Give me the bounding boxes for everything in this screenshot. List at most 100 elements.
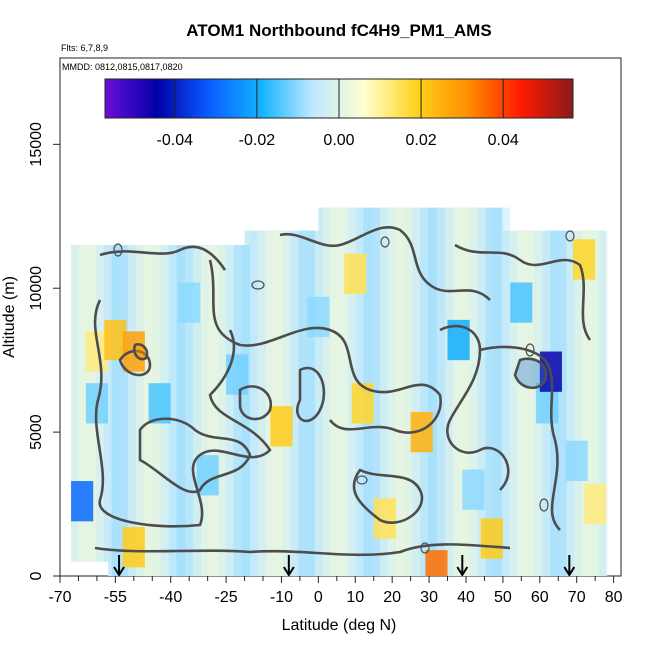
heatmap-cell [178,282,201,323]
heatmap-cell [270,406,293,447]
heatmap-band [501,207,511,576]
heatmap-cell [104,319,127,361]
heatmap-cell [148,383,171,424]
x-tick-label: 80 [605,589,623,606]
contour-line [352,468,424,524]
colorbar-tick-label: 0.04 [488,132,519,149]
contour-line [296,366,326,423]
heatmap-band [420,207,429,576]
heatmap-band [225,245,234,576]
heatmap-band [274,230,283,576]
contour-line [118,349,152,377]
flight-arrow-head [282,566,295,577]
flight-arrows [113,555,576,577]
heatmap-band [412,207,421,576]
flight-arrow-head [563,566,576,577]
colorbar-tick-label: -0.04 [157,132,194,149]
heatmap-band [127,245,137,576]
heatmap-band [525,230,535,576]
contour-line [356,475,368,485]
contour-line [439,324,510,491]
x-tick-label: -55 [104,589,127,606]
heatmap-band [558,230,567,576]
heatmap-band [144,245,153,576]
heatmap-cell [480,518,503,559]
contour-line [113,243,123,257]
heatmap-band [566,230,575,576]
heatmap-band [209,245,218,576]
contour-line [138,417,252,494]
heatmap-band [176,245,186,576]
heatmap-band [460,207,470,576]
contour-line [94,543,511,557]
heatmap-band [339,207,348,576]
x-tick-label: 70 [568,589,586,606]
contour-line [479,345,561,531]
heatmap-band [477,207,486,576]
heatmap-cell [71,481,94,522]
contour-line [565,230,575,242]
flight-arrow-head [456,566,469,577]
heatmap-band [436,207,446,576]
y-tick-label: 0 [28,571,45,580]
x-tick-label: 10 [346,589,364,606]
colorbar-tick-label: 0.02 [406,132,437,149]
heatmap-band [574,230,584,576]
heatmap-band [217,245,226,576]
heatmap-cell [462,469,485,510]
dates-label: MMDD: 0812,0815,0817,0820 [62,62,183,72]
x-tick-label: 20 [383,589,401,606]
heatmap-band [517,230,527,576]
x-tick-label: -70 [48,589,71,606]
heatmap-cell [447,319,470,361]
heatmap-cell [344,253,367,294]
x-tick-label: 40 [457,589,475,606]
heatmap-cell [573,239,596,280]
heatmap-cell [510,282,533,323]
contour-line [133,343,149,361]
heatmap-band [452,207,462,576]
y-tick-label: 10000 [28,266,45,311]
heatmap-band [249,230,259,576]
heatmap-band [428,207,437,576]
heatmap-band [590,230,600,576]
heatmap-band [136,245,145,576]
x-axis-label: Latitude (deg N) [282,617,397,634]
heatmap-band [282,230,291,576]
contour-line [99,245,227,271]
contour-line [238,385,273,421]
heatmap-band [306,230,316,576]
contour-line [539,498,549,512]
contour-line [93,299,272,528]
heatmap-band [403,207,413,576]
heatmap-band [598,230,608,576]
heatmap-band [233,245,243,576]
heatmap-band [322,207,332,576]
colorbar-tick-label: -0.02 [239,132,276,149]
contour-line [279,225,491,301]
x-axis: -70 -55 -40 -25 -10 0 10 20 30 40 50 60 70 80 [48,576,623,606]
flight-arrow-head [113,566,125,577]
y-axis-label: Altitude (m) [1,276,18,358]
colorbar-tick-label: 0.00 [323,132,354,149]
x-tick-label: 30 [420,589,438,606]
heatmap-band [314,230,324,576]
heatmap-cell [565,440,588,482]
heatmap-band [71,245,80,562]
contour-layer [93,225,592,557]
y-axis: 0 5000 10000 15000 [28,122,60,580]
x-tick-label: -10 [270,589,293,606]
heatmap-band [241,245,251,576]
heatmap-cell [410,411,433,453]
heatmap-band [395,207,405,576]
heatmap-band [119,245,129,576]
heatmap-cell [425,550,448,576]
heatmap-band [493,207,502,576]
heatmap-band [298,230,308,576]
x-tick-label: -25 [215,589,238,606]
heatmap-band [485,207,494,576]
heatmap-cell [351,383,374,424]
heatmap-cell [122,527,145,568]
heatmap-band [509,230,519,576]
contour-line [420,542,430,554]
